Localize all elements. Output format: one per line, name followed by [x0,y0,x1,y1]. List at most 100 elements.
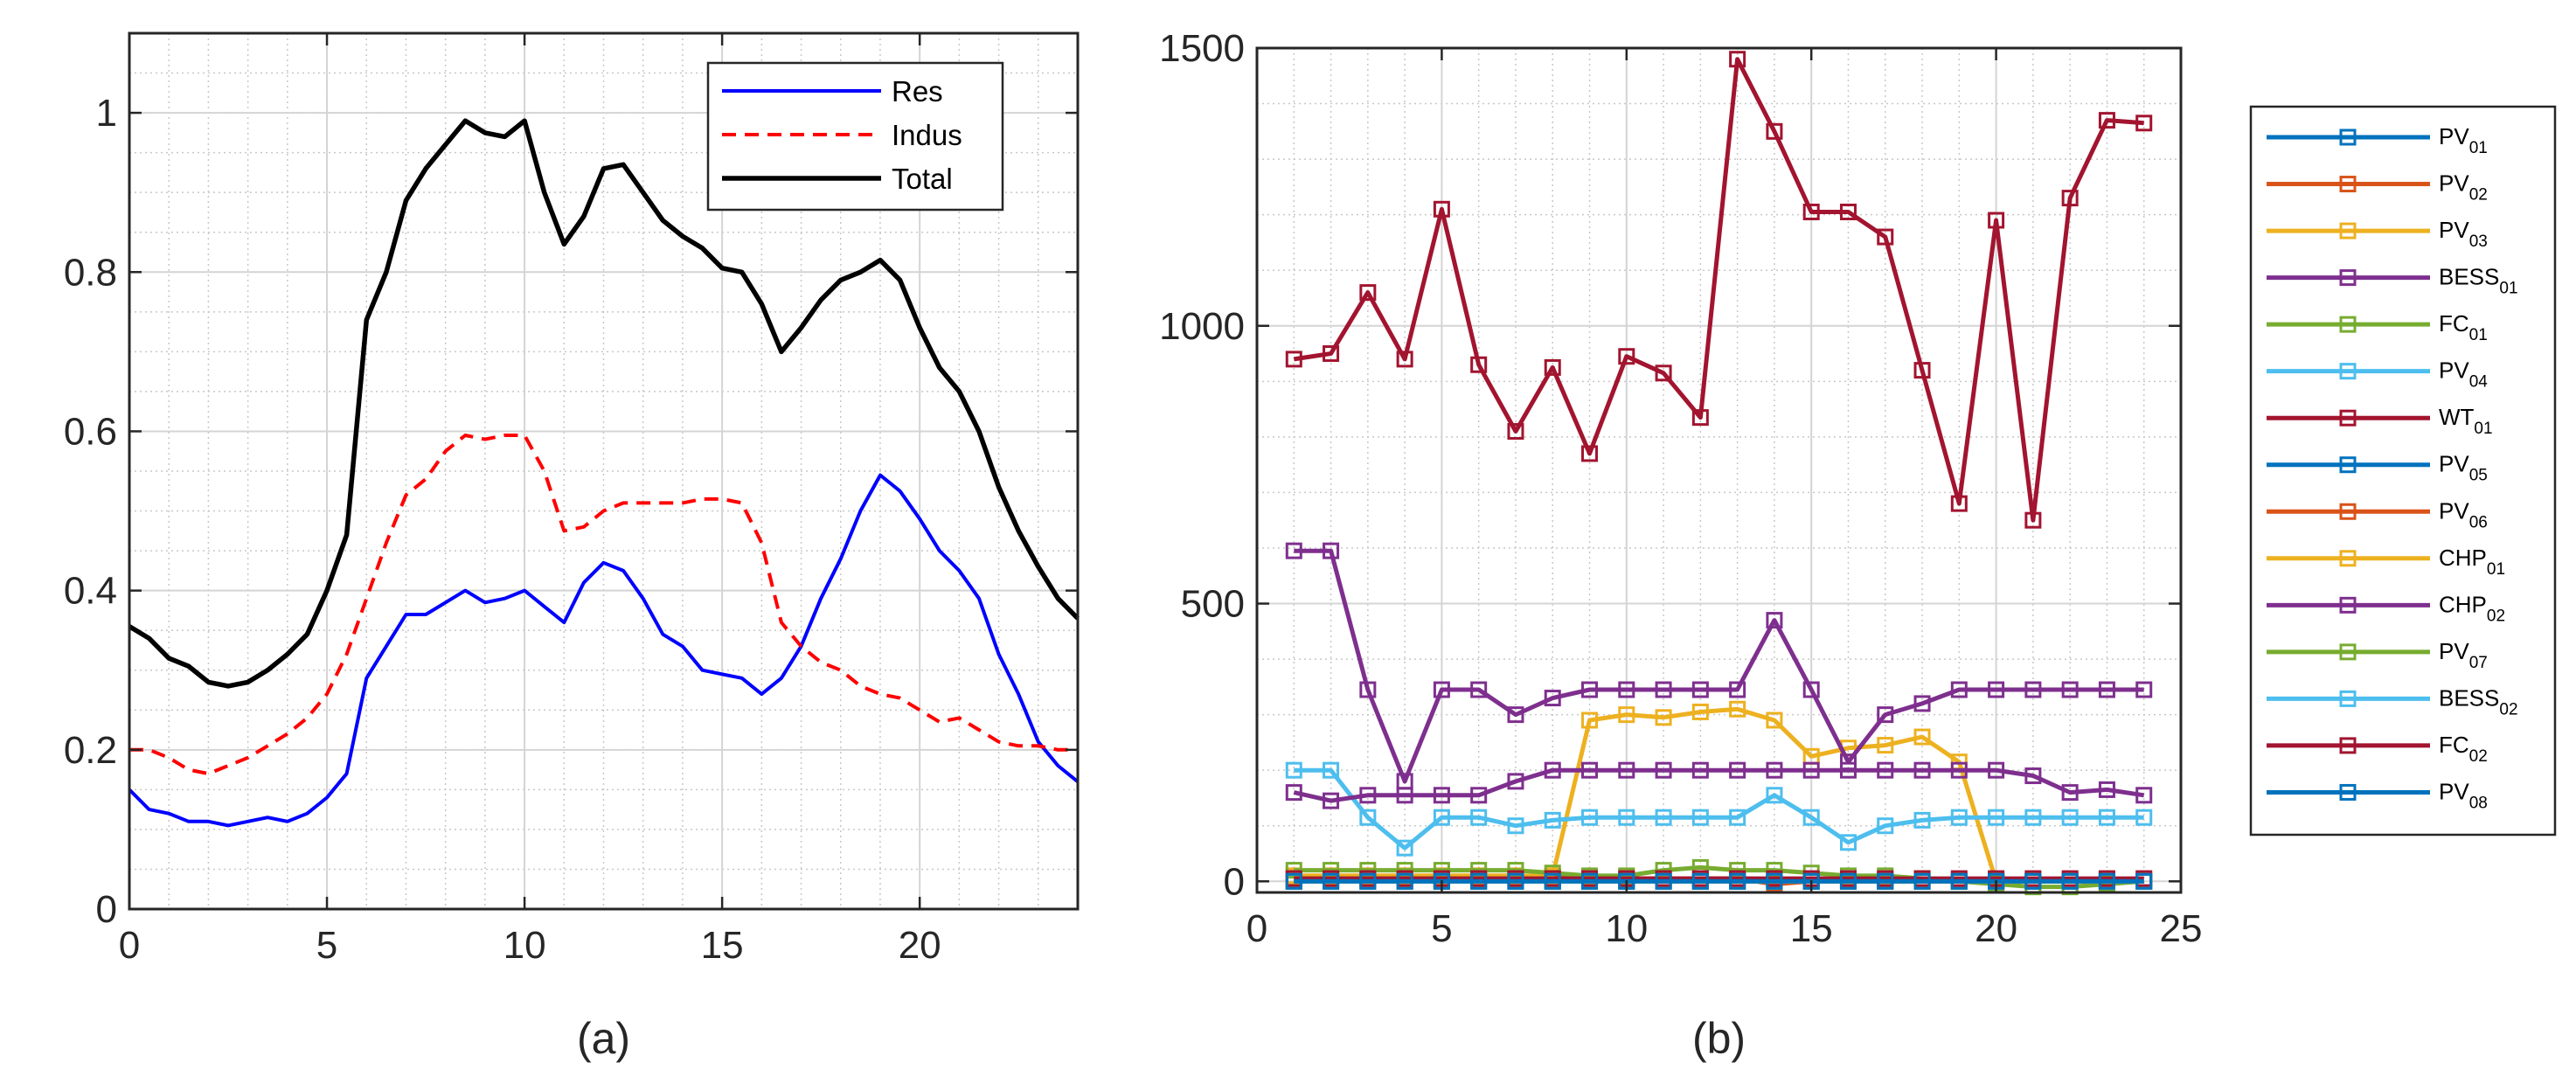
data-marker [1323,542,1340,559]
series-line-indus [129,434,1078,776]
x-tick-label: 20 [1975,907,2017,950]
data-marker [1655,872,1672,890]
legend-label: WT01 [2439,404,2493,438]
data-marker [1396,872,1413,890]
data-marker [2024,767,2042,785]
legend-label-name: PV [2439,497,2469,524]
series-pv04 [1285,761,2153,857]
legend-label: FC02 [2439,732,2488,766]
data-marker [2098,112,2115,129]
data-marker [1913,811,1931,829]
data-marker [1507,706,1524,724]
legend-label-subscript: 05 [2469,467,2488,485]
legend-label: PV03 [2439,217,2488,251]
data-marker [1507,872,1524,890]
legend-label: PV07 [2439,638,2488,672]
data-marker [1802,809,1820,826]
x-tick-label: 0 [119,924,140,967]
series-line [1293,57,2144,523]
data-marker [1655,681,1672,698]
data-marker [1507,817,1524,835]
data-marker [2061,681,2079,698]
legend-b: PV01PV02PV03BESS01FC01PV04WT01PV05PV06CH… [2249,105,2557,837]
series-pv08 [1285,872,2153,890]
data-marker [1359,872,1377,890]
data-marker [1988,761,2005,779]
data-marker [1877,706,1894,724]
data-marker [1913,362,1931,379]
x-tick-label: 15 [1790,907,1833,950]
data-marker [1285,872,1302,890]
data-marker [1839,761,1857,779]
data-marker [1470,787,1488,804]
data-marker [1913,695,1931,712]
legend-label-name: PV [2439,638,2469,664]
data-marker [1285,862,1302,879]
data-marker [1544,690,1561,707]
legend-label-name: CHP [2439,545,2487,571]
data-marker [1839,203,1857,220]
legend-label: PV05 [2439,451,2488,485]
x-tick-label: 5 [316,924,337,967]
data-marker [1544,811,1561,829]
data-marker [1285,761,1302,779]
legend-label-name: FC [2439,310,2469,337]
legend-label-subscript: 01 [2469,326,2488,344]
panel-b: 0 5 10 15 20 25 0 500 1000 1500 (b) [1159,27,2202,1063]
legend-box [2249,105,2557,837]
data-marker [1655,709,1672,726]
data-marker [1323,761,1340,779]
series-lines [128,118,1080,828]
legend-label-name: FC [2439,732,2469,758]
legend-swatch-marker [2339,737,2357,754]
legend-label: PV01 [2439,123,2488,157]
data-marker [1359,809,1377,826]
legend-label-name: PV [2439,217,2469,243]
legend-label-subscript: 02 [2469,186,2488,205]
series-line-total [128,118,1080,689]
data-marker [1544,872,1561,890]
data-marker [2098,809,2115,826]
data-marker [2098,781,2115,798]
legend-label-subscript: 01 [2499,280,2517,298]
legend-label-name: PV [2439,451,2469,477]
data-marker [1988,809,2005,826]
data-marker [1950,809,1968,826]
y-tick-label: 1000 [1159,305,1245,348]
data-marker [1507,773,1524,790]
axes-frame [1255,46,2183,894]
legend-swatch-marker [2339,503,2357,520]
legend-swatch-marker [2339,409,2357,427]
data-marker [1877,761,1894,779]
series-line-res [128,473,1080,828]
data-marker [2135,115,2153,132]
legend-label: Res [892,75,943,108]
data-marker [1655,761,1672,779]
panel-caption: (b) [1692,1014,1746,1063]
data-marker [1691,809,1709,826]
data-marker [1396,351,1413,368]
data-marker [1581,872,1599,890]
data-marker [1729,761,1746,779]
data-marker [2024,511,2042,529]
y-tick-label: 0.8 [64,251,117,294]
legend-label: Total [892,163,953,195]
data-marker [1988,681,2005,698]
series-chp02 [1285,761,2153,809]
data-marker [1581,712,1599,729]
data-marker [1913,728,1931,746]
legend-label-name: WT [2439,404,2475,430]
legend-swatch-marker [2339,128,2357,146]
data-marker [1655,809,1672,826]
data-marker [1729,809,1746,826]
data-marker [1433,787,1450,804]
data-marker [2061,872,2079,890]
data-marker [1323,872,1340,890]
data-marker [1323,792,1340,809]
legend-label-subscript: 06 [2469,513,2488,531]
panel-a: 0 5 10 15 20 0 0.2 0.4 0.6 0.8 1 (a) Res Indus Total [64,31,1080,1063]
legend-label: BESS02 [2439,684,2518,719]
data-marker [2024,872,2042,890]
